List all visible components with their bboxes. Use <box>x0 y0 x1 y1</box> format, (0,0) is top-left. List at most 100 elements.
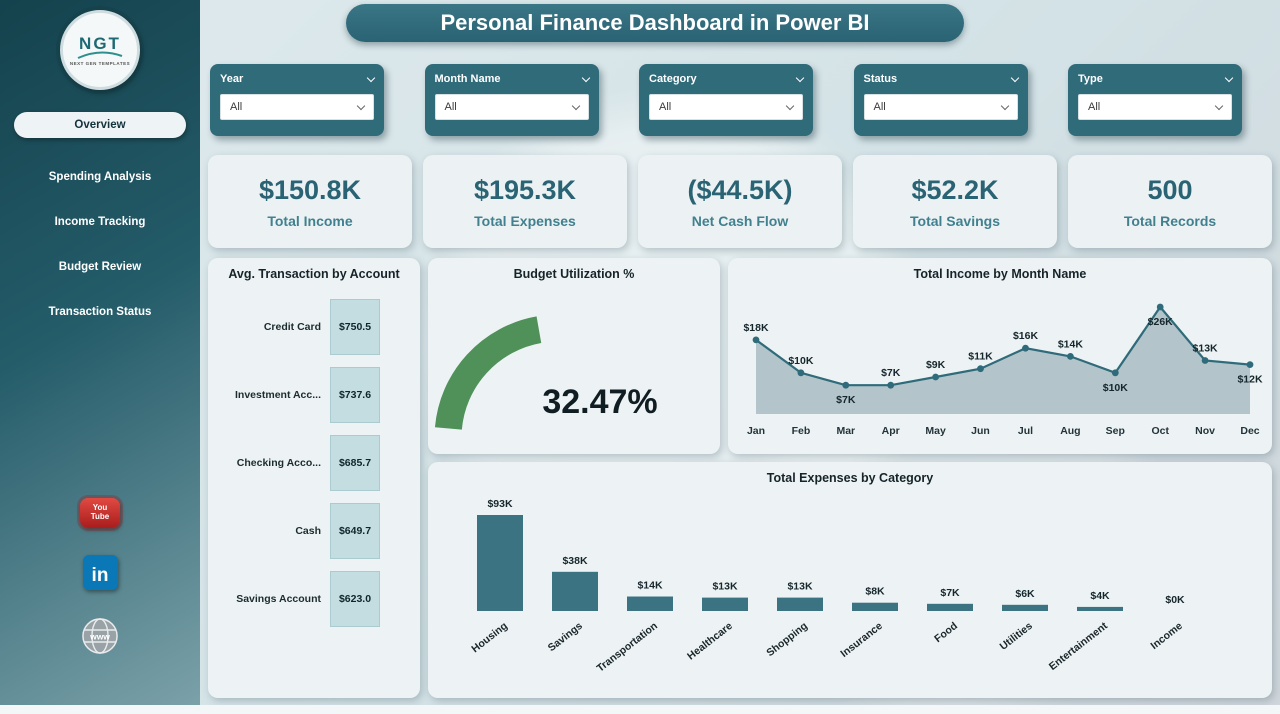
account-label: Savings Account <box>236 592 321 605</box>
axis-label-category: Savings <box>546 620 585 654</box>
sidebar-nav: Overview Spending Analysis Income Tracki… <box>0 112 200 318</box>
filter-year-dropdown[interactable]: All <box>220 94 374 120</box>
expenses-bar-chart[interactable]: $93K Housing $38K Savings $14K Transportation… <box>428 485 1272 695</box>
sidebar-item-budget-review[interactable]: Budget Review <box>58 261 142 273</box>
total-income-by-month-card: Total Income by Month Name $18K Jan $10K Fe… <box>728 258 1272 454</box>
kpi-label: Total Expenses <box>474 212 576 229</box>
axis-label-month: May <box>925 425 946 437</box>
bar-insurance[interactable] <box>852 602 898 611</box>
axis-label-category: Utilities <box>998 620 1035 653</box>
data-point-nov[interactable] <box>1201 357 1209 364</box>
account-label: Cash <box>295 524 321 537</box>
axis-label-category: Income <box>1148 620 1184 652</box>
filter-label: Year <box>220 73 244 85</box>
gauge-chart[interactable]: 32.47% <box>428 283 720 447</box>
filter-type-dropdown[interactable]: All <box>1078 94 1232 120</box>
bar-shopping[interactable] <box>777 597 823 611</box>
axis-label-month: Mar <box>836 425 855 437</box>
bar-transportation[interactable] <box>627 596 673 612</box>
data-label: $16K <box>1013 330 1039 342</box>
filter-month-dropdown[interactable]: All <box>434 94 589 120</box>
expenses-bar-chart-container[interactable]: $93K Housing $38K Savings $14K Transportation… <box>428 485 1272 700</box>
bar-healthcare[interactable] <box>702 597 748 611</box>
account-bar-savings[interactable]: $623.0 <box>330 571 380 627</box>
chart-title: Budget Utilization % <box>513 267 635 281</box>
chevron-down-icon[interactable] <box>795 73 805 82</box>
filter-month-name: Month Name All <box>424 64 599 136</box>
youtube-icon[interactable]: You Tube <box>80 498 120 528</box>
bar-housing[interactable] <box>477 515 523 611</box>
axis-label-category: Shopping <box>764 620 810 659</box>
gauge-arc <box>434 316 542 430</box>
chevron-down-icon <box>1214 101 1224 110</box>
chevron-down-icon[interactable] <box>1224 73 1234 82</box>
data-point-may[interactable] <box>932 373 939 381</box>
website-globe-icon[interactable]: www <box>81 617 119 655</box>
bar-food[interactable] <box>927 603 973 611</box>
axis-label-category: Food <box>932 620 960 645</box>
axis-label-month: Jul <box>1018 425 1033 437</box>
sidebar-item-transaction-status[interactable]: Transaction Status <box>48 306 152 318</box>
kpi-total-records: 500 Total Records <box>1068 155 1272 248</box>
data-label: $7K <box>940 587 960 599</box>
sidebar-item-income-tracking[interactable]: Income Tracking <box>54 216 146 228</box>
data-point-aug[interactable] <box>1067 353 1074 360</box>
data-point-jul[interactable] <box>1022 344 1029 352</box>
data-label: $13K <box>1193 343 1219 355</box>
data-point-dec[interactable] <box>1246 361 1254 368</box>
linkedin-icon[interactable]: in <box>82 555 118 590</box>
filter-category-dropdown[interactable]: All <box>649 94 803 120</box>
chart-title: Total Income by Month Name <box>913 267 1087 281</box>
data-point-jan[interactable] <box>752 336 760 344</box>
chevron-down-icon[interactable] <box>366 73 376 82</box>
axis-label-month: Feb <box>792 425 811 437</box>
bar-savings[interactable] <box>552 571 598 611</box>
account-label: Investment Acc... <box>235 388 321 401</box>
kpi-label: Total Income <box>267 212 353 229</box>
account-bar-checking[interactable]: $685.7 <box>330 435 380 491</box>
filter-status-dropdown[interactable]: All <box>863 94 1018 120</box>
axis-label-month: Aug <box>1060 425 1080 437</box>
bar-entertainment[interactable] <box>1077 606 1123 611</box>
axis-label-month: Nov <box>1195 425 1215 437</box>
data-point-feb[interactable] <box>797 369 805 377</box>
data-label: $9K <box>926 359 946 371</box>
data-point-mar[interactable] <box>842 381 850 389</box>
data-label: $38K <box>562 555 588 567</box>
axis-label-category: Healthcare <box>685 620 735 663</box>
area-fill <box>756 307 1250 414</box>
account-bar-investment[interactable]: $737.6 <box>330 367 380 423</box>
axis-label-month: Jan <box>747 425 765 437</box>
data-point-oct[interactable] <box>1156 303 1164 311</box>
account-bar-credit-card[interactable]: $750.5 <box>330 299 380 355</box>
logo-swoosh-icon <box>77 51 123 59</box>
data-label: $14K <box>637 580 663 592</box>
axis-label-month: Sep <box>1106 425 1125 437</box>
sidebar-item-overview[interactable]: Overview <box>14 112 186 138</box>
kpi-label: Net Cash Flow <box>691 212 789 229</box>
chevron-down-icon <box>571 101 580 110</box>
total-expenses-by-category-card: Total Expenses by Category $93K Housing $3… <box>428 462 1272 698</box>
data-point-sep[interactable] <box>1111 369 1119 377</box>
income-area-chart-container[interactable]: $18K Jan $10K Feb $7K Mar $7K Apr $9K May $11K Jun $… <box>728 281 1272 456</box>
data-label: $10K <box>1103 382 1129 394</box>
sidebar-item-spending-analysis[interactable]: Spending Analysis <box>48 171 152 183</box>
chevron-down-icon[interactable] <box>1010 73 1019 82</box>
account-bar-cash[interactable]: $649.7 <box>330 503 380 559</box>
kpi-row: $150.8K Total Income $195.3K Total Expen… <box>208 155 1272 248</box>
income-area-chart[interactable]: $18K Jan $10K Feb $7K Mar $7K Apr $9K May $11K Jun $… <box>728 281 1272 451</box>
data-label: $12K <box>1237 374 1263 386</box>
chevron-down-icon[interactable] <box>581 73 590 82</box>
data-label: $13K <box>787 581 813 593</box>
budget-utilization-card: Budget Utilization % 32.47% <box>428 258 720 454</box>
ngt-logo: NGT NEXT GEN TEMPLATES <box>60 10 140 90</box>
axis-label-month: Dec <box>1240 425 1259 437</box>
account-row: Savings Account $623.0 <box>208 565 420 633</box>
bar-utilities[interactable] <box>1002 604 1048 611</box>
account-row: Investment Acc... $737.6 <box>208 361 420 429</box>
filter-row: Year All Month Name All Category All Sta… <box>210 64 1242 136</box>
axis-label-category: Insurance <box>838 620 885 660</box>
axis-label-month: Apr <box>882 425 900 437</box>
data-point-apr[interactable] <box>887 381 895 389</box>
data-point-jun[interactable] <box>977 365 984 373</box>
